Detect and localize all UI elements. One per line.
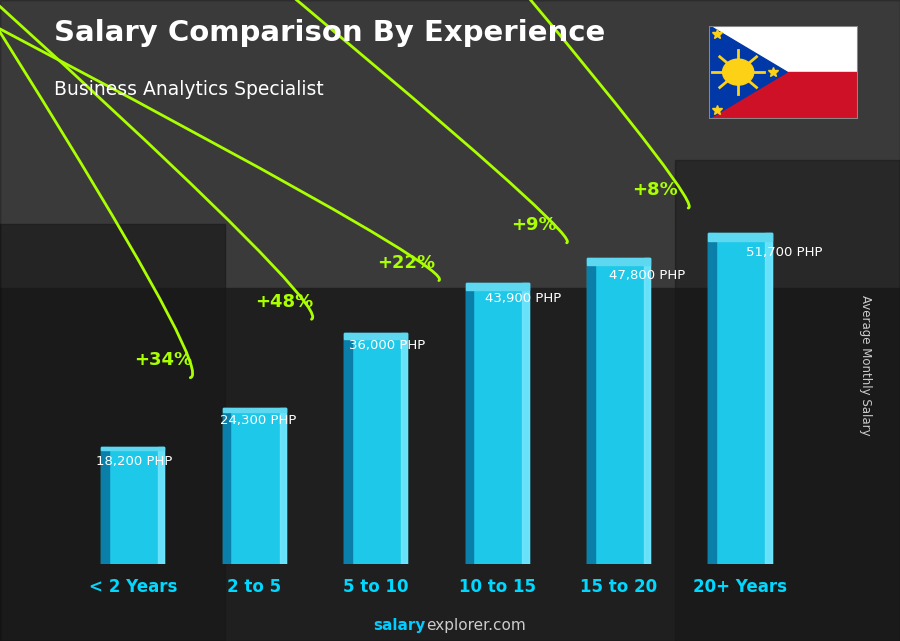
Bar: [587, 258, 650, 265]
Bar: [344, 333, 408, 339]
Bar: [465, 283, 473, 564]
Bar: [765, 233, 771, 564]
Bar: [709, 26, 858, 72]
Bar: [223, 408, 286, 564]
Text: salary: salary: [374, 618, 426, 633]
Bar: [102, 447, 165, 564]
Bar: [465, 283, 529, 564]
Text: 36,000 PHP: 36,000 PHP: [349, 339, 426, 352]
Text: 43,900 PHP: 43,900 PHP: [485, 292, 562, 305]
Text: +22%: +22%: [377, 254, 436, 272]
Bar: [675, 160, 900, 641]
Text: Salary Comparison By Experience: Salary Comparison By Experience: [54, 19, 605, 47]
Text: +34%: +34%: [134, 351, 193, 369]
Bar: [587, 258, 650, 564]
Bar: [0, 288, 900, 641]
Bar: [709, 72, 858, 119]
Bar: [158, 447, 165, 564]
Text: 47,800 PHP: 47,800 PHP: [609, 269, 685, 282]
Bar: [102, 447, 109, 564]
Bar: [587, 258, 595, 564]
Bar: [708, 233, 771, 564]
Bar: [344, 333, 352, 564]
Text: 24,300 PHP: 24,300 PHP: [220, 414, 297, 427]
Bar: [523, 283, 529, 564]
Bar: [465, 283, 529, 290]
Text: 51,700 PHP: 51,700 PHP: [746, 246, 823, 259]
Bar: [223, 408, 286, 412]
Bar: [708, 233, 771, 241]
Bar: [401, 333, 408, 564]
Text: +48%: +48%: [256, 293, 314, 311]
Bar: [644, 258, 650, 564]
Bar: [0, 0, 900, 288]
Text: +9%: +9%: [511, 216, 556, 234]
Text: Average Monthly Salary: Average Monthly Salary: [860, 295, 872, 436]
Bar: [344, 333, 408, 564]
Circle shape: [723, 59, 754, 85]
Text: 18,200 PHP: 18,200 PHP: [96, 455, 173, 469]
Text: +8%: +8%: [632, 181, 678, 199]
Bar: [102, 447, 165, 451]
Bar: [708, 233, 716, 564]
Bar: [0, 224, 225, 641]
Bar: [280, 408, 286, 564]
Bar: [223, 408, 230, 564]
Text: Business Analytics Specialist: Business Analytics Specialist: [54, 80, 324, 99]
Polygon shape: [709, 26, 788, 119]
Text: explorer.com: explorer.com: [426, 618, 526, 633]
